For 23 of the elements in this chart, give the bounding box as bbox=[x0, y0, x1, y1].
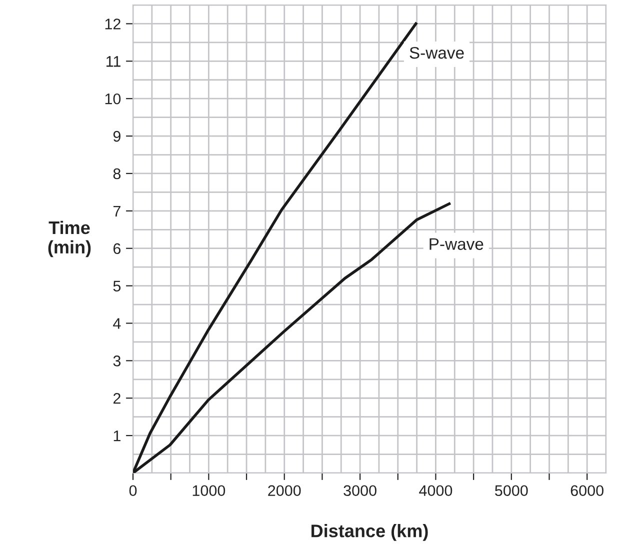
x-tick-label: 2000 bbox=[268, 485, 301, 496]
y-tick-label: 6 bbox=[113, 243, 121, 254]
y-tick-label: 5 bbox=[113, 280, 121, 292]
x-tick-label: 6000 bbox=[570, 485, 604, 496]
y-tick-label: 10 bbox=[105, 93, 121, 104]
y-tick-label: 8 bbox=[113, 168, 121, 180]
x-tick-label: 1000 bbox=[192, 485, 226, 496]
y-tick-label: 1 bbox=[114, 430, 120, 442]
x-tick-label: 4000 bbox=[419, 485, 452, 496]
y-tick-label: 7 bbox=[113, 206, 120, 216]
x-tick-label: 3000 bbox=[344, 485, 376, 496]
x-tick-label: 5000 bbox=[495, 485, 528, 496]
y-tick-label: 4 bbox=[113, 318, 121, 329]
y-tick-label: 11 bbox=[106, 56, 120, 67]
y-tick-label: 9 bbox=[113, 130, 120, 142]
y-axis-title: Time (min) bbox=[48, 220, 91, 258]
series-label: S-wave bbox=[410, 46, 464, 59]
x-axis-title: Distance (km) bbox=[312, 524, 428, 541]
y-tick-label: 12 bbox=[105, 18, 120, 30]
x-tick-label: 0 bbox=[129, 485, 137, 496]
series-label: P-wave bbox=[430, 238, 484, 250]
y-tick-label: 2 bbox=[113, 392, 120, 404]
y-tick-label: 3 bbox=[113, 356, 121, 366]
